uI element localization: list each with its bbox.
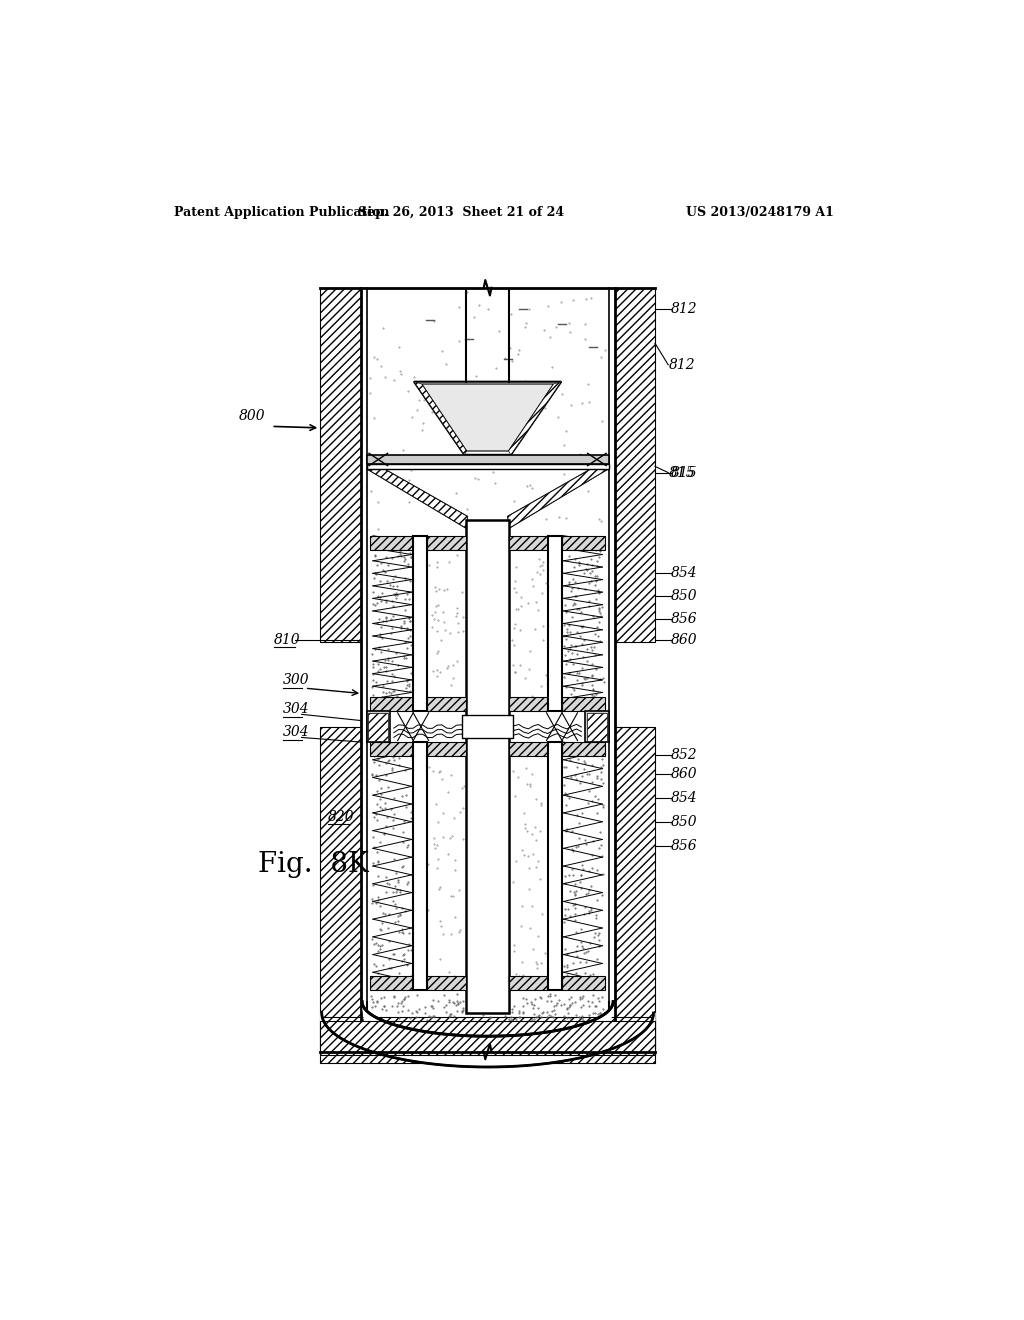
Bar (321, 1020, 655, 1056)
Bar (427, 536, 466, 549)
Text: Fig.  8K: Fig. 8K (258, 851, 369, 878)
Bar (548, 536, 562, 711)
Bar (562, 697, 605, 711)
Text: 820: 820 (328, 809, 354, 824)
Bar (509, 977, 548, 990)
Text: 815: 815 (671, 466, 697, 479)
Text: 304: 304 (283, 702, 309, 715)
Polygon shape (321, 1014, 655, 1067)
Bar (367, 711, 390, 742)
Text: 304: 304 (283, 725, 309, 739)
Bar (370, 742, 414, 756)
Bar (427, 977, 466, 990)
Text: 856: 856 (671, 612, 697, 626)
Text: 854: 854 (671, 566, 697, 579)
Bar (462, 715, 513, 738)
Polygon shape (509, 381, 561, 455)
Bar (562, 536, 605, 549)
Polygon shape (508, 469, 608, 528)
Text: US 2013/0248179 A1: US 2013/0248179 A1 (686, 206, 834, 219)
Bar (466, 520, 509, 1014)
Polygon shape (367, 469, 467, 528)
Text: 812: 812 (671, 301, 697, 315)
Polygon shape (414, 381, 561, 455)
Polygon shape (422, 384, 554, 451)
Text: 860: 860 (671, 767, 697, 781)
Text: 856: 856 (671, 840, 697, 853)
Text: 810: 810 (273, 632, 300, 647)
Text: 800: 800 (239, 409, 265, 424)
Bar (587, 713, 607, 741)
Bar (414, 742, 427, 990)
Bar (370, 697, 414, 711)
Text: Patent Application Publication: Patent Application Publication (174, 206, 390, 219)
Text: Sep. 26, 2013  Sheet 21 of 24: Sep. 26, 2013 Sheet 21 of 24 (358, 206, 564, 219)
Bar (414, 536, 427, 711)
Bar (548, 742, 562, 990)
Polygon shape (362, 1002, 613, 1036)
Text: 860: 860 (671, 632, 697, 647)
Bar (370, 536, 414, 549)
Bar (427, 742, 466, 756)
Text: 300: 300 (283, 673, 309, 688)
Bar (614, 288, 655, 642)
Polygon shape (414, 381, 467, 455)
Bar (509, 742, 548, 756)
Polygon shape (508, 469, 608, 528)
Bar (321, 1016, 655, 1063)
Text: 854: 854 (671, 791, 697, 804)
Bar (586, 711, 608, 742)
Bar (367, 465, 608, 469)
Text: 852: 852 (671, 748, 697, 762)
Bar (370, 977, 414, 990)
Text: 850: 850 (671, 816, 697, 829)
Text: 815: 815 (669, 466, 695, 479)
Bar (562, 977, 605, 990)
Text: 850: 850 (671, 589, 697, 603)
Text: 812: 812 (669, 358, 695, 372)
Bar (321, 726, 360, 1048)
Bar (369, 713, 388, 741)
Polygon shape (367, 469, 467, 528)
Bar (509, 536, 548, 549)
Bar (614, 726, 655, 1048)
Bar (367, 455, 608, 465)
Bar (509, 697, 548, 711)
Bar (321, 288, 360, 642)
Bar (562, 742, 605, 756)
Bar (427, 697, 466, 711)
